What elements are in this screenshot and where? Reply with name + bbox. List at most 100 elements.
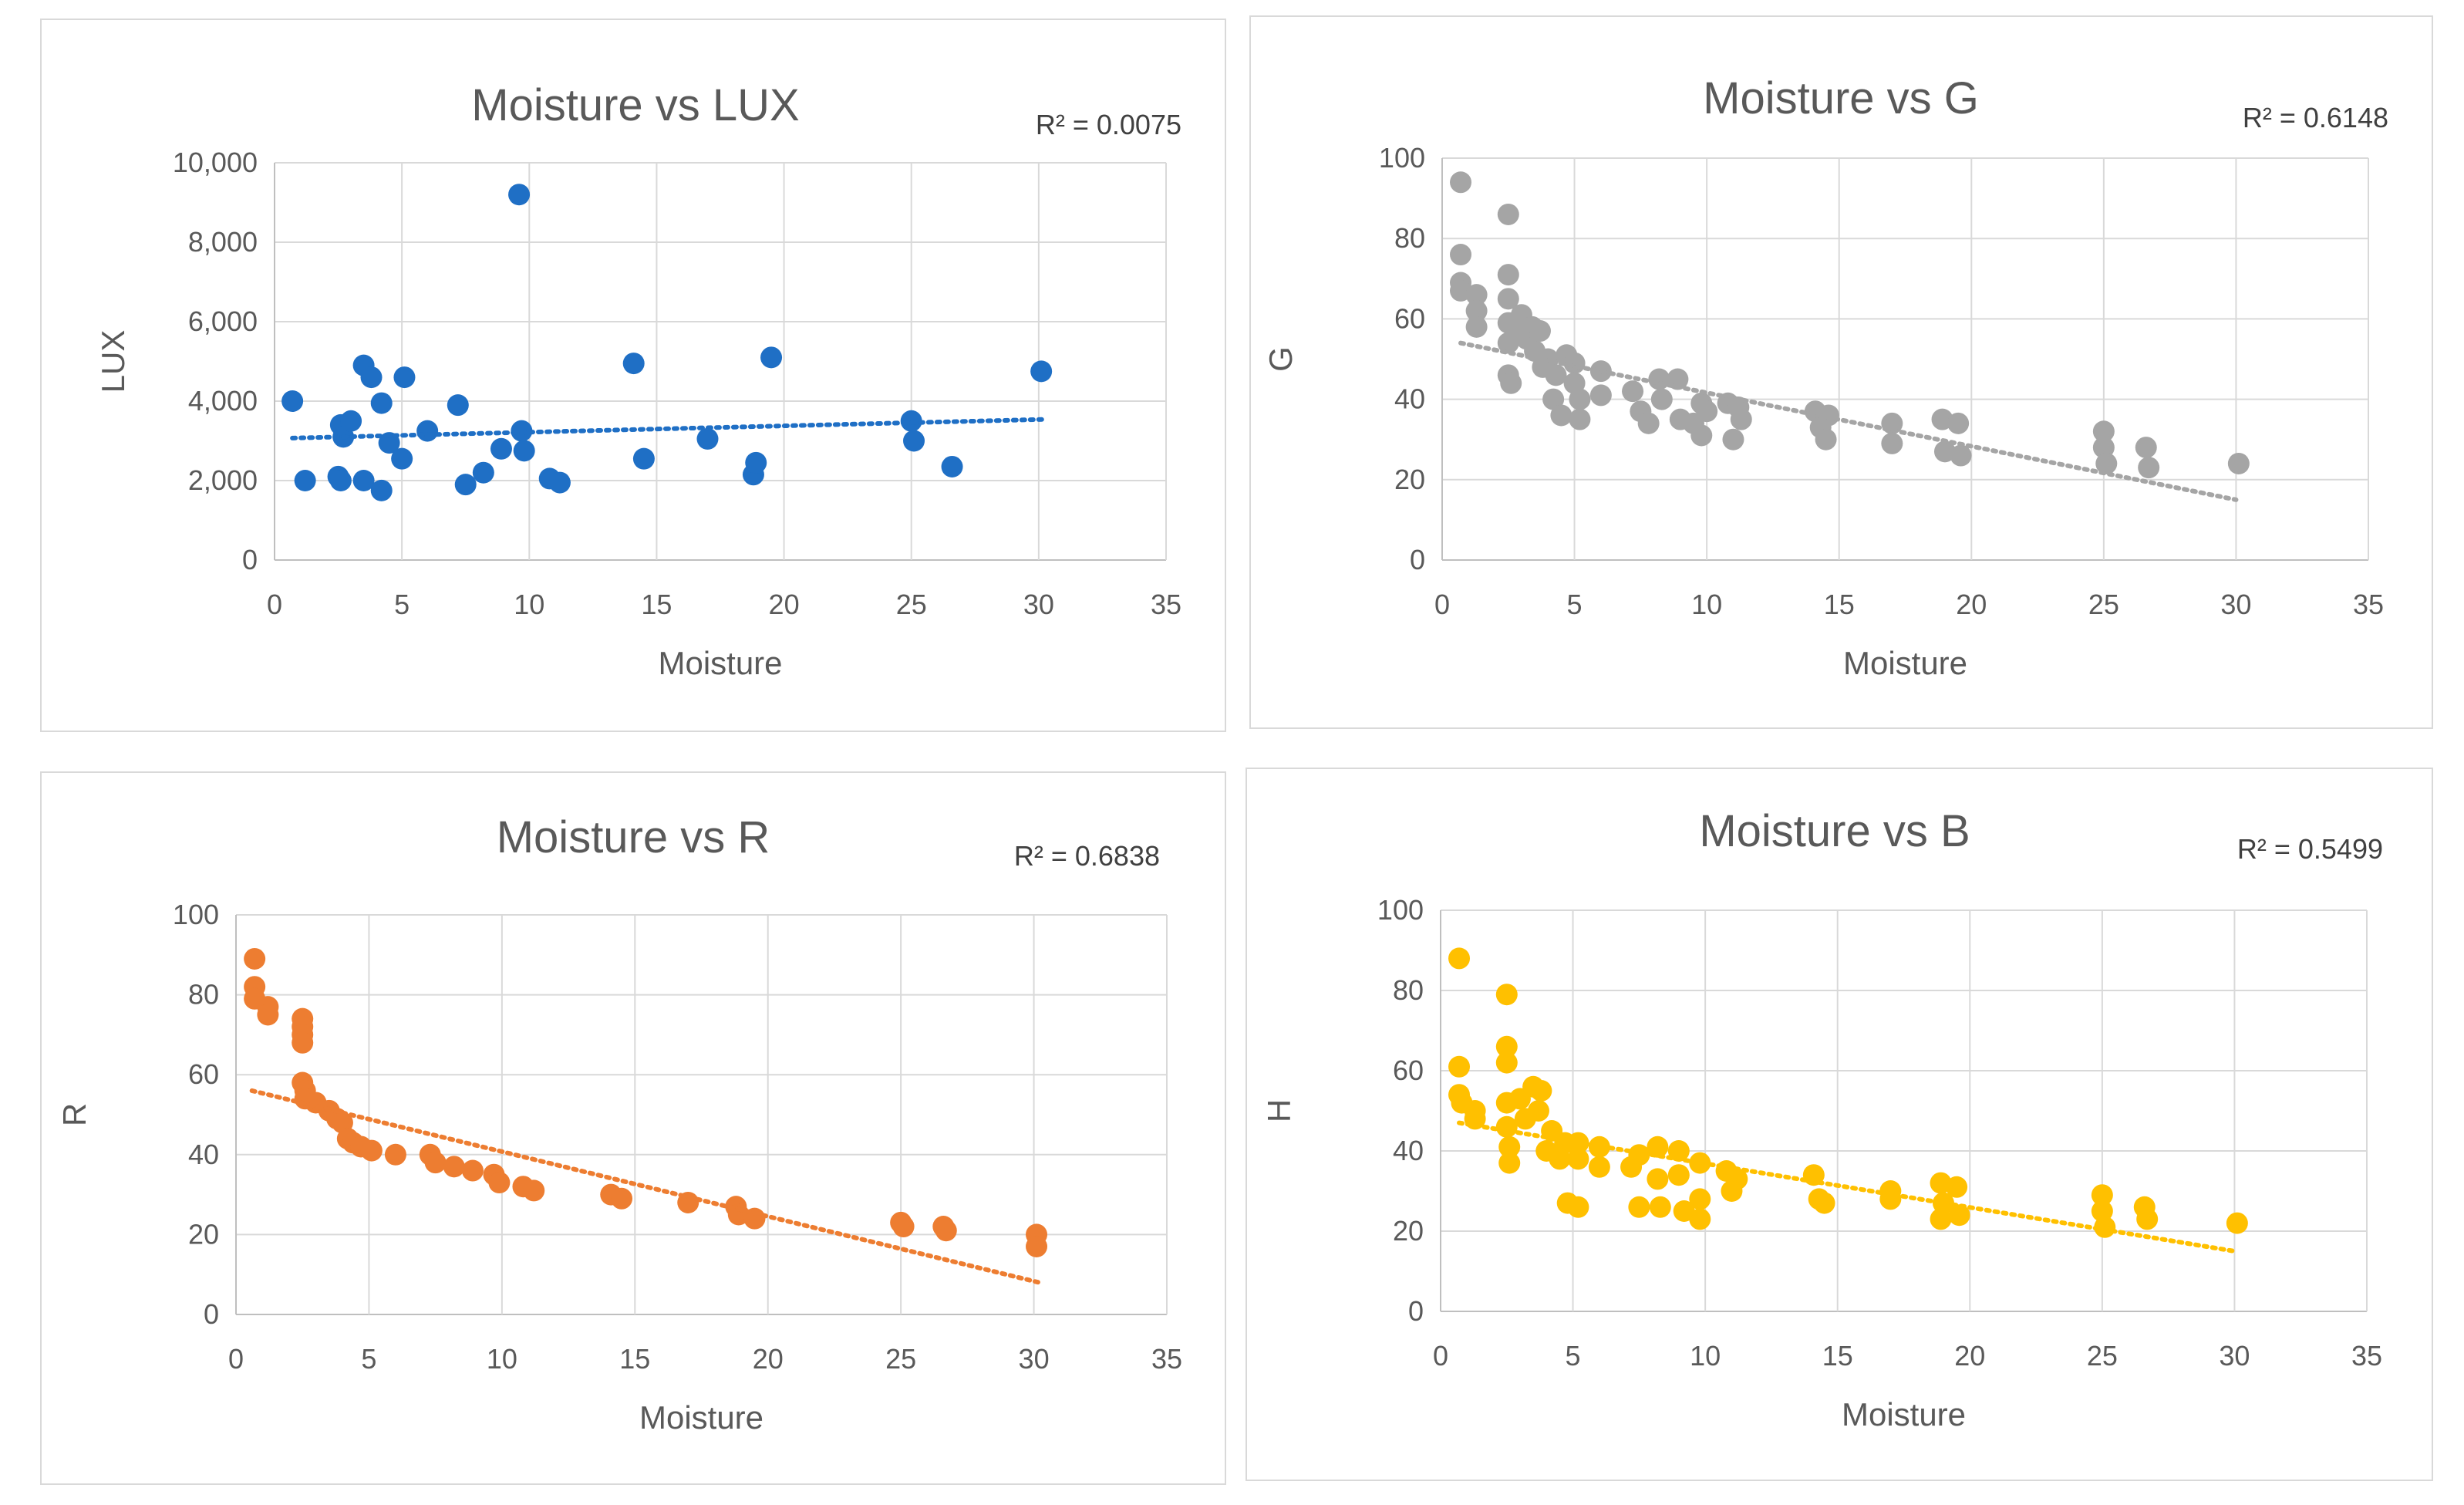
data-point [941,455,963,477]
data-point [360,1139,383,1162]
r-squared-label: R² = 0.6838 [1014,840,1160,872]
chart-moisture-vs-g: 0 20 40 60 80 100 0 5 10 15 20 25 30 35 Moisture vs G R… [1262,73,2388,681]
x-tick-label: 35 [2353,589,2384,620]
data-point [1628,1196,1650,1218]
data-point [1529,320,1551,343]
x-tick-label: 0 [1433,1340,1448,1372]
data-point [384,1143,406,1166]
y-tick-label: 10,000 [173,147,258,178]
y-axis-label: LUX [95,330,131,393]
chart-panel-moisture-vs-b: 0 20 40 60 80 100 0 5 10 15 20 25 30 35 Moisture vs B R… [1245,768,2433,1481]
data-point [1450,244,1472,266]
data-point [1450,171,1472,194]
data-point [1730,408,1752,430]
data-point [523,1179,545,1202]
data-point [1650,388,1673,410]
x-tick-label: 25 [2087,1340,2118,1372]
data-point [257,1004,279,1026]
data-point [1497,203,1519,225]
x-tick-label: 5 [1566,1340,1581,1372]
data-point [1813,1192,1835,1214]
data-point [1588,1156,1610,1178]
y-tick-label: 40 [188,1139,219,1170]
data-point [508,184,531,206]
trendline [249,1088,1042,1285]
data-point [488,1172,511,1194]
data-point [2135,437,2157,459]
y-tick-label: 2,000 [188,464,258,496]
x-tick-label: 30 [2219,1340,2250,1372]
data-point [1879,1188,1902,1210]
data-point [1881,432,1903,454]
x-tick-label: 10 [487,1343,517,1375]
x-tick-label: 15 [1822,1340,1853,1372]
x-tick-label: 20 [1956,589,1987,620]
chart-title: Moisture vs B [1699,806,1970,856]
x-axis-label: Moisture [1842,1396,1966,1432]
data-point [1673,1200,1695,1222]
data-point [1930,1208,1952,1230]
data-point [2226,1212,2248,1234]
data-point [424,1152,447,1174]
chart-title: Moisture vs R [497,812,770,862]
y-axis-label: G [1262,346,1299,372]
x-tick-label: 35 [2351,1340,2382,1372]
data-point [1465,299,1488,322]
data-point [2136,1208,2159,1230]
data-point [370,479,393,501]
x-tick-label: 10 [1691,589,1722,620]
data-point [1696,400,1718,423]
x-tick-label: 0 [228,1343,244,1375]
data-point [1689,1188,1711,1210]
data-point [461,1159,484,1182]
data-point [360,366,383,389]
trendline [1457,1120,2237,1254]
x-tick-label: 35 [1151,1343,1182,1375]
data-point [1030,360,1053,383]
chart-moisture-vs-lux: 0 2,000 4,000 6,000 8,000 10,000 0 5 10 15 20 25 30 3… [95,80,1181,681]
trendline [290,417,1047,440]
data-point [2094,1216,2116,1238]
data-point [622,353,645,375]
x-tick-label: 15 [1824,589,1855,620]
x-tick-label: 25 [2088,589,2119,620]
y-tick-label: 60 [1394,302,1425,334]
data-point [2092,437,2115,459]
data-point [393,366,416,389]
x-axis-label: Moisture [1843,645,1967,681]
data-point [1495,1051,1518,1074]
data-point [1947,412,1970,434]
data-point [1569,408,1591,430]
data-point [1647,1135,1669,1158]
y-tick-label: 80 [188,979,219,1011]
x-tick-label: 20 [753,1343,784,1375]
data-point [1495,984,1518,1006]
data-point [1567,1196,1589,1218]
data-point [696,427,719,450]
data-point [2138,457,2160,479]
data-point [1465,316,1488,338]
x-tick-label: 30 [2220,589,2251,620]
data-point [1622,380,1644,403]
y-tick-label: 0 [1410,544,1425,575]
data-point [472,461,494,484]
data-point [2091,1184,2113,1206]
data-point [416,420,439,442]
data-point [1498,1152,1521,1174]
data-point [1649,1196,1671,1218]
y-tick-label: 80 [1394,222,1425,254]
data-point [2091,1200,2113,1222]
data-point [1448,947,1471,970]
data-point [1567,1148,1589,1170]
data-point [1026,1235,1048,1257]
y-tick-label: 6,000 [188,305,258,337]
chart-title: Moisture vs G [1703,73,1979,123]
data-point [281,390,304,412]
data-point [1495,1035,1518,1058]
data-point [1726,1168,1748,1190]
x-tick-label: 30 [1023,589,1054,620]
data-point [2092,420,2115,443]
data-point [1569,388,1591,410]
data-point [1950,444,1972,467]
chart-moisture-vs-b: 0 20 40 60 80 100 0 5 10 15 20 25 30 35 Moisture vs B R… [1261,806,2383,1432]
